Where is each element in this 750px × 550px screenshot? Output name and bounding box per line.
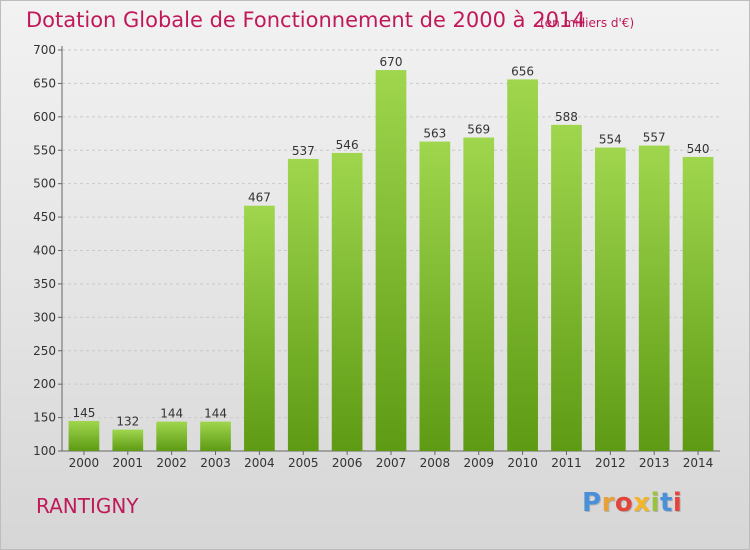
x-tick-label-2004: 2004 bbox=[244, 456, 275, 470]
bar-2003[interactable] bbox=[200, 421, 231, 451]
x-tick-label-2001: 2001 bbox=[113, 456, 144, 470]
logo-letter: P bbox=[582, 488, 602, 518]
bar-2012[interactable] bbox=[594, 147, 626, 451]
bar-2006[interactable] bbox=[331, 152, 363, 451]
bar-2011[interactable] bbox=[551, 124, 582, 451]
y-tick-label: 550 bbox=[33, 143, 56, 157]
logo-letter: i bbox=[672, 488, 683, 518]
y-tick-label: 250 bbox=[33, 344, 56, 358]
y-tick-label: 700 bbox=[33, 43, 56, 57]
logo-letter: o bbox=[614, 488, 634, 518]
commune-name: RANTIGNY bbox=[36, 494, 139, 518]
bar-2010[interactable] bbox=[507, 79, 538, 451]
x-tick-label-2000: 2000 bbox=[69, 456, 100, 470]
data-label-2008: 563 bbox=[423, 127, 446, 141]
data-label-2001: 132 bbox=[116, 415, 139, 429]
data-label-2005: 537 bbox=[292, 144, 315, 158]
bar-2001[interactable] bbox=[112, 429, 144, 451]
bars bbox=[68, 70, 714, 452]
x-tick-label-2014: 2014 bbox=[683, 456, 714, 470]
bar-2005[interactable] bbox=[287, 158, 319, 451]
bar-2013[interactable] bbox=[638, 145, 670, 452]
y-tick-label: 100 bbox=[33, 444, 56, 458]
data-label-2007: 670 bbox=[380, 55, 403, 69]
data-label-2011: 588 bbox=[555, 110, 578, 124]
x-tick-label-2010: 2010 bbox=[507, 456, 538, 470]
x-tick-label-2011: 2011 bbox=[551, 456, 582, 470]
bar-2008[interactable] bbox=[419, 141, 451, 452]
y-tick-label: 300 bbox=[33, 310, 56, 324]
x-tick-label-2012: 2012 bbox=[595, 456, 626, 470]
bar-2000[interactable] bbox=[68, 420, 100, 451]
y-tick-label: 350 bbox=[33, 277, 56, 291]
y-tick-labels: 100 150 200 250 300 350 400 450 500 550 600 650 700 bbox=[33, 43, 56, 458]
x-tick-label-2006: 2006 bbox=[332, 456, 363, 470]
data-label-2013: 557 bbox=[643, 131, 666, 145]
proxiti-logo[interactable]: Proxiti bbox=[582, 488, 682, 518]
x-tick-labels: 2000 2001 2002 2003 2004 2005 2006 2007 2008 2009… bbox=[69, 451, 714, 470]
chart-title: Dotation Globale de Fonctionnement de 20… bbox=[26, 8, 586, 32]
x-tick-label-2008: 2008 bbox=[420, 456, 451, 470]
x-tick-label-2002: 2002 bbox=[156, 456, 187, 470]
data-label-2010: 656 bbox=[511, 64, 534, 78]
data-labels: 145 132 144 144 467 537 546 670 563 569 656 588 554 5… bbox=[72, 55, 709, 429]
y-tick-label: 600 bbox=[33, 110, 56, 124]
data-label-2014: 540 bbox=[687, 142, 710, 156]
bar-2009[interactable] bbox=[463, 137, 495, 451]
data-label-2009: 569 bbox=[467, 123, 490, 137]
y-tick-label: 150 bbox=[33, 411, 56, 425]
x-tick-label-2013: 2013 bbox=[639, 456, 670, 470]
y-tick-label: 500 bbox=[33, 177, 56, 191]
logo-letter: x bbox=[633, 488, 651, 518]
y-tick-label: 400 bbox=[33, 244, 56, 258]
y-tick-label: 650 bbox=[33, 76, 56, 90]
x-tick-label-2007: 2007 bbox=[376, 456, 407, 470]
data-label-2000: 145 bbox=[72, 406, 95, 420]
data-label-2002: 144 bbox=[160, 407, 183, 421]
bar-2002[interactable] bbox=[156, 421, 188, 451]
chart-subtitle: (en milliers d'€) bbox=[540, 16, 635, 30]
bar-2007[interactable] bbox=[375, 70, 407, 452]
logo-letter: t bbox=[659, 488, 673, 518]
logo-letter: i bbox=[650, 488, 660, 518]
x-tick-label-2003: 2003 bbox=[200, 456, 231, 470]
data-label-2012: 554 bbox=[599, 133, 622, 147]
x-tick-label-2009: 2009 bbox=[463, 456, 494, 470]
data-label-2004: 467 bbox=[248, 191, 271, 205]
x-tick-label-2005: 2005 bbox=[288, 456, 319, 470]
data-label-2006: 546 bbox=[336, 138, 359, 152]
y-tick-label: 450 bbox=[33, 210, 56, 224]
data-label-2003: 144 bbox=[204, 407, 227, 421]
logo-letter: r bbox=[601, 488, 615, 518]
bar-2014[interactable] bbox=[682, 156, 714, 451]
bar-2004[interactable] bbox=[244, 205, 275, 451]
y-tick-label: 200 bbox=[33, 377, 56, 391]
